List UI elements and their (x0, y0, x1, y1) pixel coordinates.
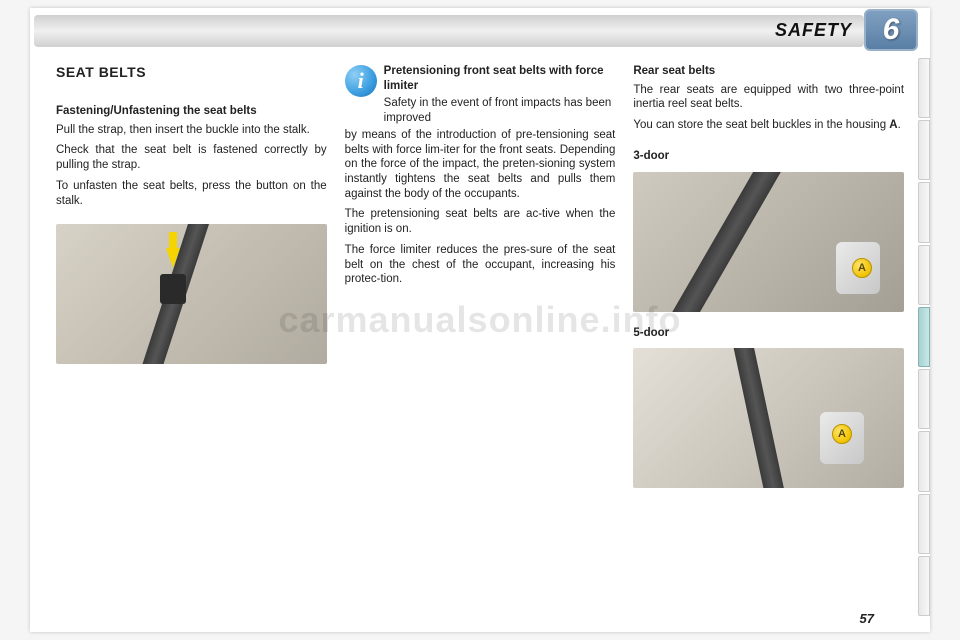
rear-belts-heading: Rear seat belts (633, 64, 904, 79)
side-tab[interactable] (918, 245, 930, 305)
info-block: i Pretensioning front seat belts with fo… (345, 64, 616, 126)
col2-p1: by means of the introduction of pre-tens… (345, 128, 616, 202)
image-fastening (56, 224, 327, 364)
page-header: SAFETY 6 (30, 8, 930, 52)
belt-strap (635, 172, 796, 312)
label-5door: 5-door (633, 326, 904, 341)
col2-p3: The force limiter reduces the pres-sure … (345, 243, 616, 287)
chapter-number: 6 (883, 13, 900, 47)
side-tab[interactable] (918, 120, 930, 180)
info-icon: i (345, 65, 377, 97)
side-tab[interactable] (918, 58, 930, 118)
col1-p2: Check that the seat belt is fastened cor… (56, 143, 327, 172)
col2-p2: The pretensioning seat belts are ac-tive… (345, 207, 616, 236)
header-bar (34, 15, 864, 47)
image-3door: A (633, 172, 904, 312)
belt-strap (724, 348, 802, 488)
side-tabs (918, 58, 930, 618)
housing-letter: A (889, 119, 897, 131)
col3-p2-pre: You can store the seat belt buckles in t… (633, 119, 889, 131)
column-1: SEAT BELTS Fastening/Unfastening the sea… (56, 64, 327, 624)
marker-a: A (852, 258, 872, 278)
side-tab[interactable] (918, 307, 930, 367)
content-columns: SEAT BELTS Fastening/Unfastening the sea… (56, 64, 904, 624)
side-tab[interactable] (918, 556, 930, 616)
col3-p1: The rear seats are equipped with two thr… (633, 83, 904, 112)
column-2: i Pretensioning front seat belts with fo… (345, 64, 616, 624)
chapter-badge: 6 (864, 9, 918, 51)
col1-p1: Pull the strap, then insert the buckle i… (56, 123, 327, 138)
section-title: SEAT BELTS (56, 64, 327, 82)
pretension-heading: Pretensioning front seat belts with forc… (384, 64, 616, 93)
side-tab[interactable] (918, 494, 930, 554)
label-3door: 3-door (633, 149, 904, 164)
belt-buckle (160, 274, 186, 304)
yellow-arrow-icon (166, 248, 180, 268)
side-tab[interactable] (918, 182, 930, 242)
side-tab[interactable] (918, 431, 930, 491)
header-title: SAFETY (775, 20, 852, 41)
fastening-heading: Fastening/Unfastening the seat belts (56, 104, 327, 119)
side-tab[interactable] (918, 369, 930, 429)
info-text: Pretensioning front seat belts with forc… (384, 64, 616, 126)
image-5door: A (633, 348, 904, 488)
pretension-lead: Safety in the event of front impacts has… (384, 96, 616, 125)
page: SAFETY 6 SEAT BELTS Fastening/Unfastenin… (30, 8, 930, 632)
col3-p2-post: . (898, 119, 901, 131)
page-number: 57 (860, 611, 874, 626)
col3-p2: You can store the seat belt buckles in t… (633, 118, 904, 133)
column-3: Rear seat belts The rear seats are equip… (633, 64, 904, 624)
col1-p3: To unfasten the seat belts, press the bu… (56, 179, 327, 208)
